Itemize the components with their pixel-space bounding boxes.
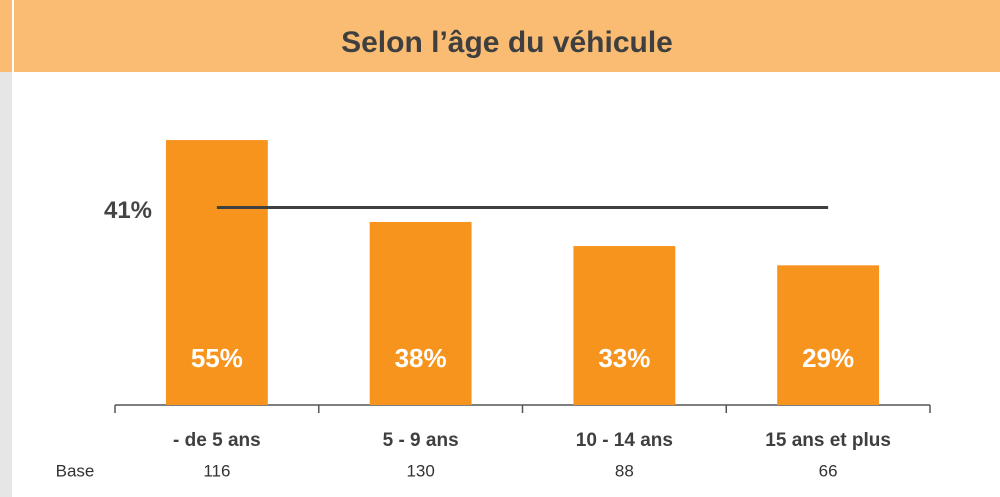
x-tick-label: 5 - 9 ans [383,430,459,451]
side-strip [0,0,12,497]
header-band [14,0,1000,72]
bar [573,246,676,405]
base-value: 88 [615,461,634,480]
bar [165,140,268,406]
base-value: 116 [203,461,230,480]
value-label: 33% [598,343,650,373]
base-value: 130 [406,461,434,480]
bar [369,221,472,405]
reference-label: 41% [104,197,152,224]
x-tick-label: 15 ans et plus [765,430,891,451]
base-value: 66 [819,461,838,480]
value-label: 55% [191,343,243,373]
base-label: Base [56,461,95,480]
bar [777,265,880,405]
x-tick-label: - de 5 ans [173,430,261,451]
value-label: 29% [802,343,854,373]
chart-title: Selon l’âge du véhicule [341,26,673,59]
value-label: 38% [395,343,447,373]
side-strip-top [0,0,12,72]
x-tick-label: 10 - 14 ans [576,430,673,451]
